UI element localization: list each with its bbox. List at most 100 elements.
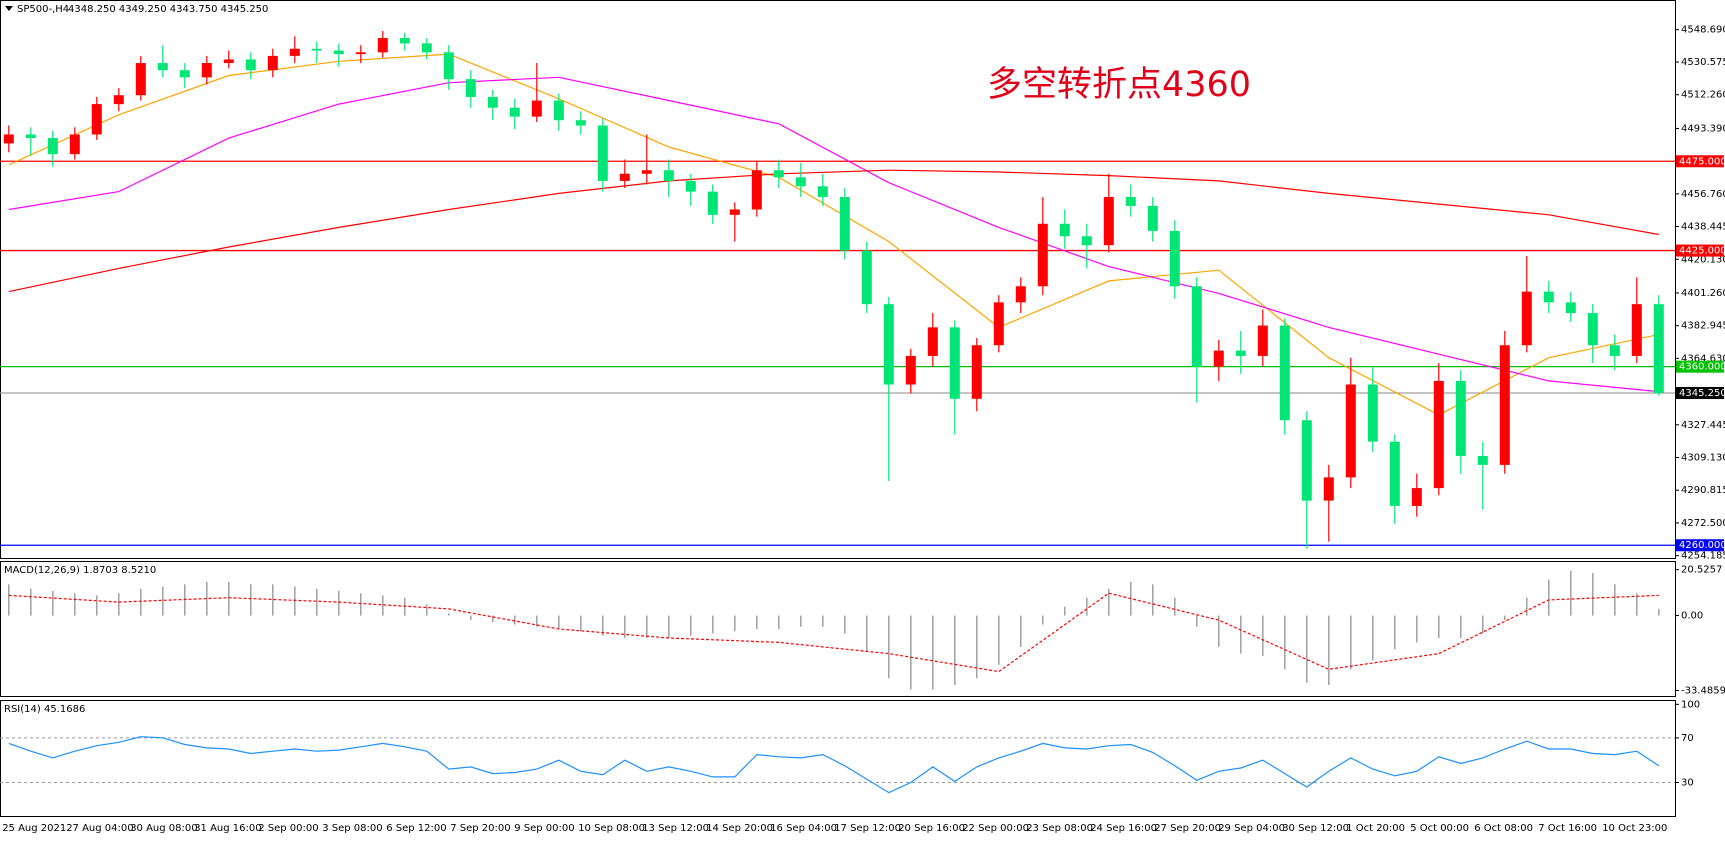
candle-body [1653, 304, 1664, 393]
y-tick-label: 4493.390 [1681, 123, 1725, 134]
candle-body [1169, 230, 1180, 287]
x-tick-label: 23 Sep 08:00 [1026, 823, 1093, 834]
menu-arrow [5, 6, 13, 11]
candle-body [729, 209, 740, 215]
candle-body [1543, 291, 1554, 303]
x-tick-label: 24 Sep 16:00 [1090, 823, 1157, 834]
candle-body [1477, 455, 1488, 465]
y-tick-label: 4254.185 [1681, 551, 1725, 562]
plot-layer: 4548.690 4530.575 4512.260 4493.390 4456.760… [0, 25, 1725, 834]
candle-body [1235, 350, 1246, 356]
candle-body [465, 79, 476, 97]
y-tick-label: 0.00 [1681, 611, 1703, 622]
candle-body [1279, 325, 1290, 421]
candle-body [927, 327, 938, 356]
level-label-box [1676, 539, 1724, 552]
candle-body [1565, 302, 1576, 314]
y-tick-label: 30 [1681, 778, 1694, 789]
candle-body [311, 48, 322, 51]
moving-average [8, 76, 1659, 393]
level-label: 4360.000 [1679, 362, 1725, 373]
candle-body [663, 170, 674, 181]
x-tick-label: 27 Aug 04:00 [66, 823, 133, 834]
x-tick-label: 20 Sep 16:00 [898, 823, 965, 834]
candle-body [245, 59, 256, 71]
candle-body [91, 104, 102, 135]
x-tick-label: 6 Sep 12:00 [386, 823, 446, 834]
candle-body [1433, 380, 1444, 489]
candle-body [179, 70, 190, 78]
candle-body [1037, 223, 1048, 287]
candle-body [1103, 196, 1114, 246]
candle-body [949, 327, 960, 399]
candle-body [47, 138, 58, 155]
y-tick-label: 4327.445 [1681, 420, 1725, 431]
y-tick-label: 4272.500 [1681, 518, 1725, 529]
candle-body [839, 196, 850, 251]
level-label: 4475.000 [1679, 156, 1725, 167]
candle-body [575, 120, 586, 126]
rsi-line [8, 736, 1660, 794]
candle-body [1587, 313, 1598, 346]
candle-body [355, 52, 366, 55]
moving-average [8, 53, 1659, 416]
macd-title: MACD(12,26,9) 1.8703 8.5210 [4, 565, 156, 576]
level-label-box [1676, 360, 1724, 373]
level-label: 4260.000 [1679, 540, 1725, 551]
candle-body [201, 63, 212, 78]
candle-body [509, 107, 520, 117]
y-tick-label: 4309.130 [1681, 453, 1725, 464]
candle-body [861, 250, 872, 305]
y-tick-label: 4530.575 [1681, 57, 1725, 68]
candle-body [157, 63, 168, 71]
candle-body [3, 134, 14, 144]
x-tick-label: 2 Sep 00:00 [258, 823, 318, 834]
y-tick-label: 4548.690 [1681, 25, 1725, 36]
x-tick-label: 16 Sep 04:00 [770, 823, 837, 834]
macd-signal [8, 592, 1659, 673]
x-tick-label: 1 Oct 20:00 [1346, 823, 1405, 834]
candle-body [1389, 441, 1400, 506]
rsi-title: RSI(14) 45.1686 [4, 704, 85, 715]
candle-body [443, 52, 454, 80]
candle-body [905, 355, 916, 385]
x-tick-label: 29 Sep 04:00 [1218, 823, 1285, 834]
y-tick-label: 4290.815 [1681, 485, 1725, 496]
y-tick-label: 4401.260 [1681, 288, 1725, 299]
x-tick-label: 3 Sep 08:00 [322, 823, 382, 834]
candle-body [1609, 345, 1620, 356]
x-tick-label: 5 Oct 00:00 [1410, 823, 1469, 834]
main-panel [0, 0, 1676, 559]
x-tick-label: 31 Aug 16:00 [194, 823, 261, 834]
candle-body [1191, 286, 1202, 367]
y-tick-label: 70 [1681, 733, 1694, 744]
candle-body [1631, 304, 1642, 356]
y-tick-label: 100 [1681, 699, 1700, 710]
candle-body [1367, 384, 1378, 442]
x-tick-label: 25 Aug 2021 [2, 823, 66, 834]
candle-body [223, 59, 234, 64]
candle-body [135, 63, 146, 96]
candle-body [1213, 350, 1224, 367]
candle-body [69, 134, 80, 155]
candle-body [993, 302, 1004, 346]
candle-body [1455, 380, 1466, 456]
annotation: 多空转折点4360 [987, 65, 1251, 105]
candle-body [377, 38, 388, 53]
candle-body [597, 125, 608, 181]
candle-body [1521, 291, 1532, 346]
x-tick-label: 7 Sep 20:00 [450, 823, 510, 834]
candle-body [707, 191, 718, 215]
candle-body [1125, 196, 1136, 206]
candle-body [1059, 223, 1070, 237]
x-tick-label: 22 Sep 00:00 [962, 823, 1029, 834]
y-tick-label: 4512.260 [1681, 90, 1725, 101]
y-tick-label: 4456.760 [1681, 189, 1725, 200]
macd-panel [0, 561, 1676, 697]
candle-body [1345, 384, 1356, 478]
candle-body [333, 50, 344, 55]
candle-body [289, 48, 300, 56]
x-tick-label: 17 Sep 12:00 [834, 823, 901, 834]
candle-body [487, 96, 498, 108]
y-tick-label: 4438.445 [1681, 222, 1725, 233]
